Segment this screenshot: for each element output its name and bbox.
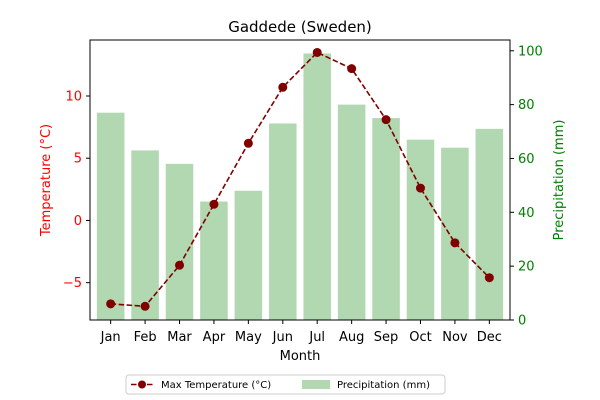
temp-point-jul — [312, 47, 322, 57]
x-tick-label: May — [235, 330, 262, 345]
precipitation-bars — [96, 53, 504, 320]
temp-point-feb — [140, 301, 150, 311]
precip-bar-may — [234, 190, 263, 320]
precip-bar-feb — [131, 150, 159, 320]
y-right-tick-label: 0 — [518, 314, 526, 329]
y-right-tick-label: 80 — [518, 98, 535, 113]
temp-point-aug — [347, 64, 357, 74]
temp-point-jan — [106, 299, 116, 309]
x-tick-label: Aug — [339, 330, 364, 345]
y-axis-left-title: Temperature (°C) — [39, 124, 54, 237]
precip-bar-sep — [372, 118, 400, 320]
temp-point-may — [243, 138, 253, 148]
y-axis-left: −5 0 5 10 — [63, 90, 90, 291]
temp-point-jun — [278, 82, 288, 92]
x-axis-title: Month — [280, 349, 321, 364]
precip-bar-mar — [165, 163, 194, 320]
legend-label-precipitation: Precipitation (mm) — [337, 380, 430, 391]
temperature-line-path — [110, 51, 490, 308]
x-tick-label: Nov — [442, 330, 468, 345]
y-right-tick-label: 20 — [518, 260, 535, 275]
temp-point-nov — [450, 238, 460, 248]
precip-bar-oct — [406, 139, 435, 320]
x-tick-label: Dec — [477, 330, 502, 345]
precip-bar-jul — [303, 53, 331, 320]
temp-point-sep — [381, 115, 391, 125]
temp-point-mar — [175, 260, 185, 270]
x-tick-label: Sep — [374, 330, 399, 345]
plot-frame — [89, 39, 511, 321]
x-tick-label: Oct — [409, 330, 431, 345]
x-tick-label: Jun — [272, 330, 293, 345]
y-left-tick-label: 0 — [74, 214, 82, 229]
y-left-tick-label: −5 — [63, 276, 82, 291]
y-axis-right: 0 20 40 60 80 100 — [510, 44, 543, 329]
legend-line-marker — [138, 380, 146, 389]
temp-point-apr — [209, 199, 219, 209]
legend: Max Temperature (°C) Precipitation (mm) — [125, 374, 446, 395]
y-right-tick-label: 40 — [518, 206, 535, 221]
y-axis-right-title: Precipitation (mm) — [552, 120, 567, 241]
chart-title: Gaddede (Sweden) — [228, 18, 372, 36]
precip-bar-aug — [337, 104, 366, 320]
x-tick-label: Jul — [308, 330, 325, 345]
precip-bar-apr — [200, 201, 228, 320]
y-left-tick-label: 5 — [74, 152, 82, 167]
x-tick-label: Apr — [203, 330, 226, 345]
temp-point-dec — [484, 273, 494, 283]
precip-bar-jun — [269, 123, 297, 320]
y-right-tick-label: 60 — [518, 152, 535, 167]
temperature-line — [106, 47, 494, 311]
x-tick-label: Feb — [134, 330, 157, 345]
x-tick-label: Mar — [167, 330, 192, 345]
legend-bar-swatch — [302, 380, 330, 389]
y-left-tick-label: 10 — [65, 90, 82, 105]
temp-point-oct — [415, 183, 425, 193]
legend-box — [125, 374, 446, 395]
precip-bar-dec — [475, 128, 504, 320]
precip-bar-nov — [441, 147, 469, 320]
x-tick-label: Jan — [100, 330, 121, 345]
y-right-tick-label: 100 — [518, 44, 543, 59]
precip-bar-jan — [96, 112, 125, 320]
x-axis: Jan Feb Mar Apr May Jun Jul Aug Sep Oct Nov Dec — [100, 320, 502, 345]
legend-label-temperature: Max Temperature (°C) — [161, 380, 271, 391]
